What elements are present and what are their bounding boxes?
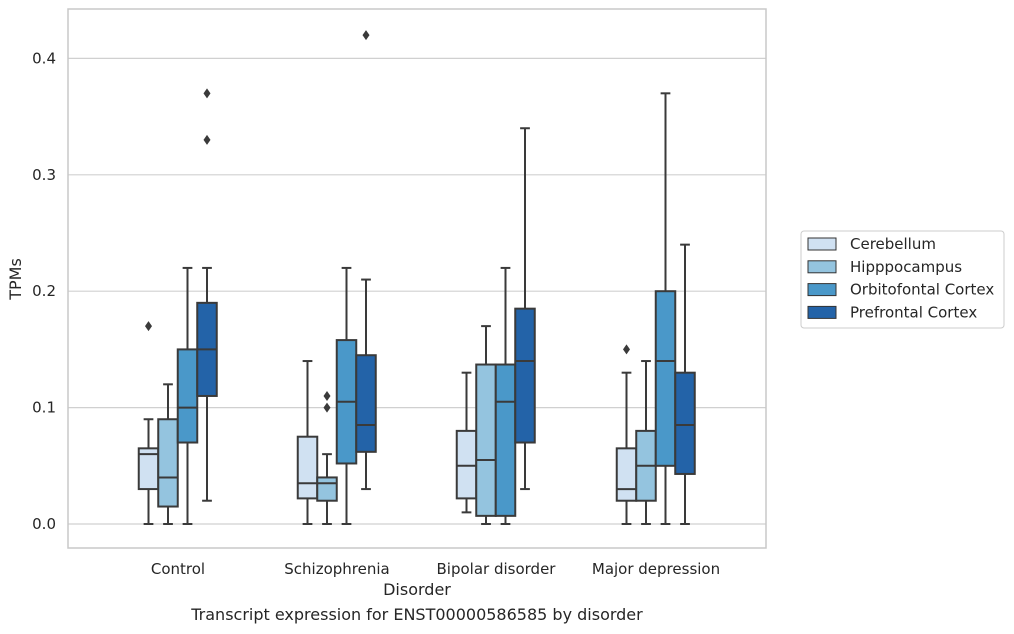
- legend: Cerebellum Hipppocampus Orbitofontal Corte…: [800, 230, 1005, 329]
- box-hipppocampus-control: [157, 383, 179, 525]
- outlier-point: [323, 390, 331, 401]
- legend-label: Prefrontal Cortex: [850, 303, 977, 321]
- box-body: [176, 348, 199, 444]
- legend-frame: [800, 230, 1005, 329]
- box-body: [674, 371, 696, 475]
- y-tick-label: 0.1: [32, 399, 56, 417]
- x-tick-label: Control: [151, 560, 205, 578]
- box-orbitofontal-cortex-bipolar-disorder: [494, 266, 517, 525]
- box-body: [296, 435, 319, 500]
- box-cerebellum-bipolar-disorder: [455, 371, 478, 514]
- figure-caption: Transcript expression for ENST0000058658…: [191, 605, 643, 624]
- box-prefrontal-cortex-control: [196, 88, 218, 502]
- box-hipppocampus-bipolar-disorder: [475, 325, 497, 525]
- box-body: [455, 429, 478, 500]
- legend-swatch: [807, 237, 837, 251]
- outlier-point: [203, 134, 211, 145]
- box-prefrontal-cortex-schizophrenia: [355, 30, 377, 491]
- legend-label: Cerebellum: [850, 235, 936, 253]
- box-cerebellum-schizophrenia: [296, 360, 319, 525]
- box-cerebellum-major-depression: [615, 344, 638, 525]
- legend-items: Cerebellum Hipppocampus Orbitofontal Corte…: [807, 235, 994, 321]
- box-body: [514, 307, 536, 444]
- x-axis-label: Disorder: [383, 580, 451, 599]
- y-tick-labels: 0.0 0.1 0.2 0.3 0.4: [32, 49, 56, 533]
- legend-swatch: [807, 260, 837, 274]
- outlier-point: [323, 402, 331, 413]
- legend-label: Hipppocampus: [850, 258, 962, 276]
- box-orbitofontal-cortex-control: [176, 266, 199, 525]
- box-body: [157, 418, 179, 508]
- box-orbitofontal-cortex-schizophrenia: [335, 266, 358, 525]
- box-body: [615, 447, 638, 502]
- box-body: [475, 363, 497, 517]
- y-tick-label: 0.3: [32, 166, 56, 184]
- box-body: [654, 290, 677, 467]
- box-body: [355, 354, 377, 453]
- box-body: [494, 363, 517, 517]
- y-tick-label: 0.2: [32, 282, 56, 300]
- plot-frame: [67, 8, 767, 549]
- outlier-point: [145, 321, 152, 332]
- box-prefrontal-cortex-bipolar-disorder: [514, 127, 536, 491]
- x-tick-labels: Control Schizophrenia Bipolar disorder Majo…: [151, 560, 720, 578]
- box-hipppocampus-major-depression: [635, 360, 657, 525]
- box-body: [316, 476, 338, 502]
- legend-swatch: [807, 305, 837, 319]
- outlier-point: [362, 30, 370, 41]
- box-cerebellum-control: [137, 321, 160, 525]
- legend-label: Orbitofontal Cortex: [850, 281, 994, 299]
- y-tick-label: 0.0: [32, 515, 56, 533]
- outlier-point: [623, 344, 630, 355]
- x-tick-label: Schizophrenia: [284, 560, 389, 578]
- y-tick-label: 0.4: [32, 49, 56, 67]
- legend-swatch: [807, 283, 837, 297]
- box-hipppocampus-schizophrenia: [316, 390, 338, 525]
- x-tick-label: Bipolar disorder: [437, 560, 557, 578]
- outlier-point: [203, 88, 211, 99]
- y-axis-label: TPMs: [6, 258, 25, 301]
- box-prefrontal-cortex-major-depression: [674, 243, 696, 525]
- box-orbitofontal-cortex-major-depression: [654, 92, 677, 525]
- box-layer: [137, 30, 696, 525]
- x-tick-label: Major depression: [592, 560, 720, 578]
